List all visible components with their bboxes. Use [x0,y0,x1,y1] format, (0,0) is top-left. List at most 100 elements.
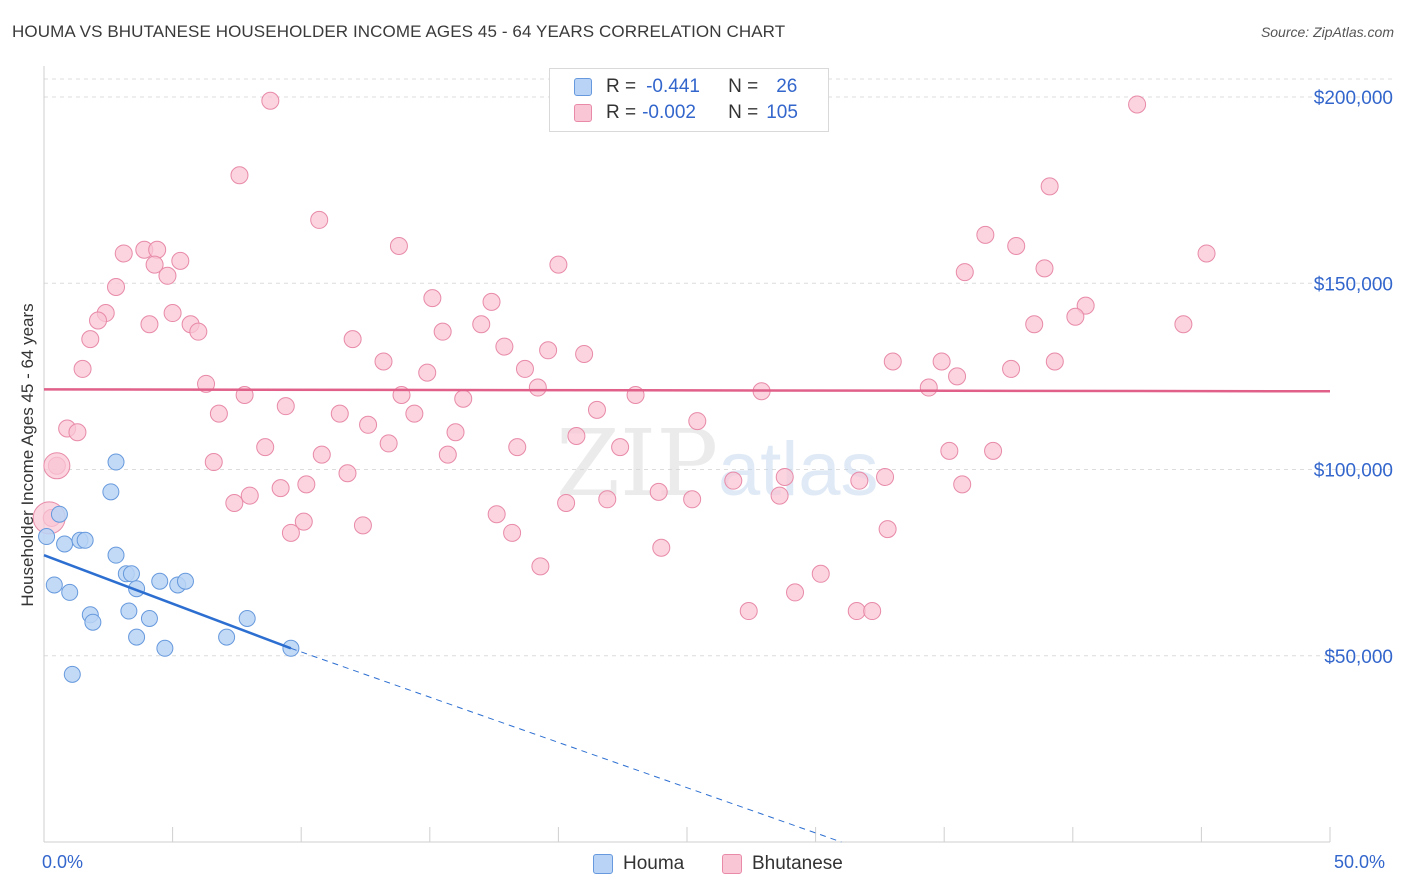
houma-swatch [574,78,592,96]
bhutanese-point [1197,244,1216,263]
bhutanese-point [81,330,100,349]
bhutanese-point [587,400,606,419]
bhutanese-point [389,237,408,255]
bhutanese-point [261,91,280,110]
bhutanese-point [786,583,805,602]
bhutanese-point [338,464,357,483]
bhutanese-point [107,277,126,296]
bhutanese-point [418,363,437,382]
watermark-atlas: atlas [718,427,879,512]
bhutanese-point [114,244,133,263]
chart-title: HOUMA VS BHUTANESE HOUSEHOLDER INCOME AG… [12,22,786,41]
houma-point [61,583,79,601]
bhutanese-point [145,255,164,274]
y-tick-labels: $50,000 $100,000 $150,000 $200,000 [1314,88,1393,668]
bhutanese-point [863,602,882,621]
bhutanese-point [515,359,534,378]
y-tick-label: $100,000 [1314,461,1393,482]
bhutanese-point [1002,359,1021,378]
gridlines [44,78,1392,657]
r-label: R = [606,76,637,97]
bhutanese-point [330,404,349,423]
series-bhutanese [32,91,1216,621]
bhutanese-point [209,404,228,423]
n-label: N = [728,102,759,123]
bhutanese-point [948,367,967,386]
houma-trend-extension [290,647,842,843]
houma-point [56,535,74,553]
legend-row-bhutanese: R = -0.002 N = 105 [574,100,798,126]
houma-point [128,628,146,646]
bhutanese-point [204,453,223,472]
houma-legend-label: Houma [623,853,685,874]
bhutanese-point [1066,307,1085,326]
y-tick-label: $50,000 [1324,647,1393,668]
houma-point [176,572,194,590]
bhutanese-point [148,240,167,259]
bhutanese-point [423,289,442,308]
bhutanese-point [1045,352,1064,371]
bottom-legend-bhutanese: Bhutanese [722,850,843,878]
houma-point [107,546,125,564]
bhutanese-point [649,482,668,501]
houma-point [218,628,236,646]
bhutanese-point [688,412,707,431]
houma-point [151,572,169,590]
bhutanese-point [878,520,897,539]
bhutanese-point [940,441,959,460]
bhutanese-point [775,467,794,486]
bhutanese-point [953,475,972,494]
bhutanese-legend-label: Bhutanese [752,853,843,874]
bhutanese-point [1174,315,1193,334]
bhutanese-point [310,210,329,229]
bhutanese-swatch [574,104,592,122]
bhutanese-point [374,352,393,371]
bhutanese-point [528,378,547,397]
bhutanese-point-large [43,452,71,480]
houma-point [63,665,81,683]
bhutanese-point [984,441,1003,460]
y-tick-label: $200,000 [1314,88,1393,109]
bhutanese-point [611,438,630,457]
bhutanese-point [1128,95,1147,114]
bhutanese-point [281,523,300,542]
houma-point [38,528,56,546]
bhutanese-point [932,352,951,371]
bhutanese-point [240,486,259,505]
bhutanese-trend-line [43,388,1331,393]
bhutanese-point [487,505,506,524]
houma-point [140,610,158,627]
houma-n-value: 26 [776,76,798,97]
source-label: Source: ZipAtlas.com [1260,24,1394,40]
bhutanese-point [850,471,869,490]
bhutanese-point [652,538,671,557]
bhutanese-point [495,337,514,356]
bhutanese-point [811,564,830,583]
houma-trend-line [43,554,292,650]
houma-legend-swatch [593,854,613,874]
bhutanese-point [508,438,527,457]
legend-row-houma: R = -0.441 N = 26 [574,74,797,100]
bhutanese-point [472,315,491,334]
houma-point [50,505,68,523]
bhutanese-point [446,423,465,442]
houma-point [102,483,120,501]
houma-point [120,602,138,620]
trend-lines [43,388,1331,843]
bhutanese-point [575,345,594,364]
houma-r-value: -0.441 [646,76,700,97]
y-axis-label: Householder Income Ages 45 - 64 years [18,303,37,607]
y-tick-label: $150,000 [1314,274,1393,295]
bhutanese-point [230,166,249,185]
bhutanese-point [557,494,576,513]
stats-legend: R = -0.441 N = 26 R = -0.002 N = 105 [549,68,829,132]
bhutanese-point [539,341,558,360]
bhutanese-point [770,486,789,505]
bhutanese-point [225,494,244,513]
r-label: R = [606,102,637,123]
bhutanese-point [353,516,372,535]
bhutanese-point [739,602,758,621]
bhutanese-point [919,378,938,397]
bhutanese-point [955,263,974,282]
bhutanese-point [68,423,87,442]
